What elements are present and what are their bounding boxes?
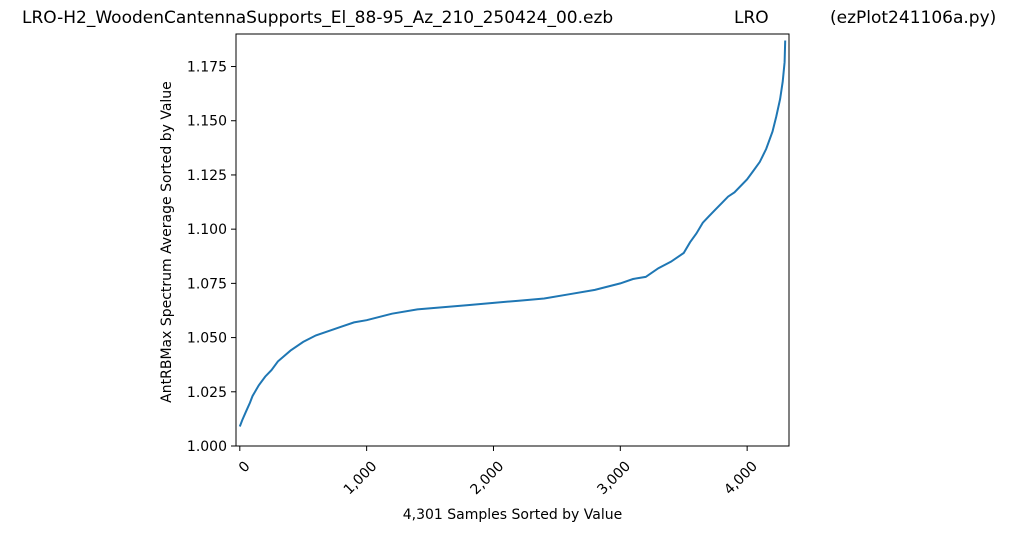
x-tick-label: 4,000 xyxy=(721,458,761,498)
y-tick-label: 1.000 xyxy=(187,439,227,455)
x-tick-label: 0 xyxy=(236,458,254,476)
y-tick-label: 1.175 xyxy=(187,60,227,76)
program-label: (ezPlot241106a.py) xyxy=(830,8,997,28)
y-tick-label: 1.100 xyxy=(187,222,227,238)
x-axis-ticks: 0 1,000 2,000 3,000 4,000 xyxy=(236,446,761,498)
y-tick-label: 1.125 xyxy=(187,168,227,184)
y-tick-label: 1.025 xyxy=(187,385,227,401)
x-axis-label: 4,301 Samples Sorted by Value xyxy=(403,507,622,523)
x-tick-label: 1,000 xyxy=(341,458,381,498)
y-axis-label: AntRBMax Spectrum Average Sorted by Valu… xyxy=(159,81,175,403)
y-axis-ticks: 1.000 1.025 1.050 1.075 1.100 1.125 1.150 1.175 xyxy=(187,60,236,455)
x-tick-label: 3,000 xyxy=(594,458,634,498)
series-line xyxy=(238,40,787,427)
y-tick-label: 1.050 xyxy=(187,331,227,347)
y-tick-label: 1.150 xyxy=(187,114,227,130)
y-tick-label: 1.075 xyxy=(187,276,227,292)
plot-frame xyxy=(235,33,790,447)
x-tick-label: 2,000 xyxy=(468,458,508,498)
file-name-label: LRO-H2_WoodenCantennaSupports_El_88-95_A… xyxy=(22,8,614,28)
figure-header: LRO-H2_WoodenCantennaSupports_El_88-95_A… xyxy=(0,8,1024,32)
site-label: LRO xyxy=(734,8,769,28)
